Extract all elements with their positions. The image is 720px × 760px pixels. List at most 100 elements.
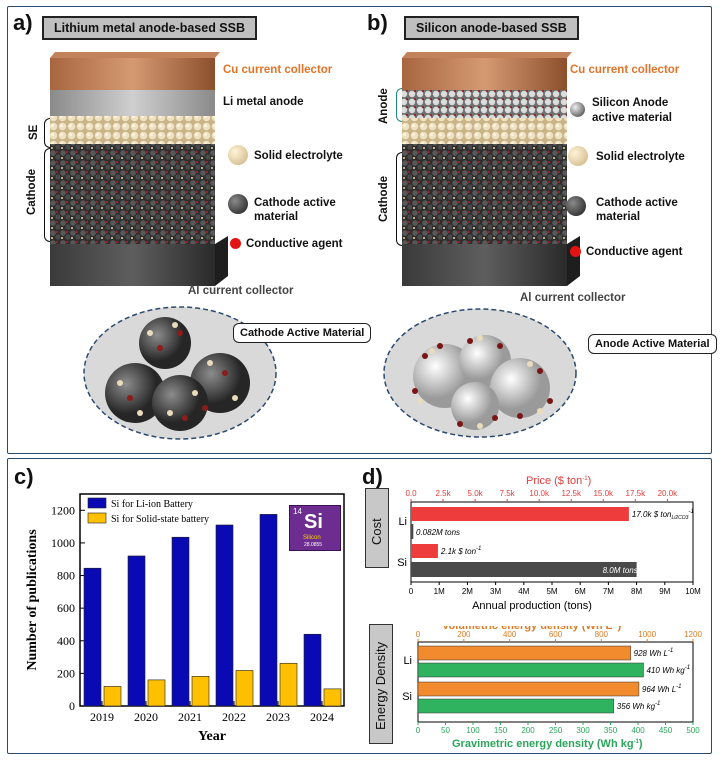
category-label-Si: Si [402,691,412,703]
top-tick-label: 2.5k [435,489,451,498]
bottom-tick-label: 10M [685,587,701,596]
cathode-bracket-b-label: Cathode [378,176,390,222]
silicon-cell-stack-illustration [402,52,580,286]
category-label-Si: Si [397,557,407,569]
x-axis-label: Year [198,729,226,744]
production-bar-label-Si: 8.0M tons [603,566,638,575]
y-tick-label: 0 [69,699,75,713]
category-label-Li: Li [398,516,407,528]
cathode-active-label-b-2: material [596,211,641,223]
bottom-tick-label: 100 [466,726,480,735]
energy-label-box [369,624,393,744]
gravimetric-bar-Si [417,698,615,714]
al-collector-label: Al current collector [188,285,294,297]
energy-label: Energy Density [373,641,388,730]
element-name: Silicon [303,535,321,541]
top-tick-label: 200 [457,630,471,639]
bar-li-ion-2019 [83,567,102,707]
cu-collector-label-b: Cu current collector [570,64,680,76]
solid-electrolyte-label-b: Solid electrolyte [596,151,685,163]
bottom-tick-label: 0 [409,587,414,596]
y-tick-label: 800 [57,569,75,583]
anode-bracket-label: Anode [378,88,390,124]
bar-solid-state-2019 [103,686,122,707]
bar-li-ion-2021 [171,536,190,707]
bar-solid-state-2021 [191,676,210,707]
bottom-tick-label: 8M [631,587,642,596]
price-bar-label-Li: 17.0k $ tonLi2CO3-1 [632,509,694,521]
element-number: 14 [293,507,302,516]
silicon-anode-label-2: active material [592,112,672,124]
production-bar-Li [411,524,414,539]
bar-solid-state-2024 [323,688,342,707]
top-axis-label: Volumetric energy density (Wh L-1) [442,626,622,632]
volumetric-bar-Si [417,681,640,697]
conductive-agent-label: Conductive agent [246,238,343,250]
bottom-tick-label: 2M [462,587,473,596]
silicon-element-tile: 14 Si Silicon 28.0855 [289,505,341,551]
element-symbol: Si [304,511,323,533]
legend-swatch [87,497,107,509]
top-tick-label: 400 [503,630,517,639]
price-bar-Li [411,507,629,521]
plot-frame [79,493,345,707]
bottom-tick-label: 9M [659,587,670,596]
gravimetric-bar-Li [417,662,644,678]
panel-d-letter: d) [362,464,383,489]
top-tick-label: 20.0k [658,489,679,498]
legend-label: Si for Li-ion Battery [111,499,193,510]
panel-a-title: Lithium metal anode-based SSB [42,16,258,40]
gravimetric-bar-label-Si: 356 Wh kg-1 [617,701,661,711]
top-tick-label: 1000 [638,630,656,639]
bottom-tick-label: 250 [549,726,563,735]
conductive-agent-icon [230,238,241,249]
cathode-active-label-1: Cathode active [254,197,336,209]
cathode-bracket [44,148,50,242]
bottom-tick-label: 0 [416,726,421,735]
price-bar-Si [411,544,438,558]
element-mass: 28.0855 [304,542,323,548]
bottom-tick-label: 7M [603,587,614,596]
top-tick-label: 1200 [684,630,702,639]
y-tick-label: 400 [57,634,75,648]
gravimetric-bar-label-Li: 410 Wh kg-1 [647,665,691,675]
top-tick-label: 0 [416,630,421,639]
volumetric-bar-label-Li: 928 Wh L-1 [634,648,674,658]
bottom-tick-label: 200 [521,726,535,735]
se-bracket-label: SE [28,124,40,140]
bottom-tick-label: 450 [659,726,673,735]
legend-swatch [87,512,107,524]
bar-solid-state-2022 [235,670,254,707]
bottom-tick-label: 400 [631,726,645,735]
anode-active-material-box: Anode Active Material [588,334,717,354]
bottom-axis-label: Gravimetric energy density (Wh kg-1) [452,738,643,750]
legend-label: Si for Solid-state battery [111,514,209,525]
top-axis-label: Price ($ ton-1) [526,475,591,487]
bottom-tick-label: 500 [686,726,700,735]
y-tick-label: 600 [57,601,75,615]
top-tick-label: 7.5k [500,489,516,498]
y-tick-label: 200 [57,666,75,680]
silicon-anode-label-1: Silicon Anode [592,97,669,109]
conductive-agent-icon-b [570,246,581,257]
bar-li-ion-2022 [215,524,234,707]
al-collector-label-b: Al current collector [520,292,626,304]
bottom-tick-label: 300 [576,726,590,735]
bar-li-ion-2020 [127,555,146,707]
top-tick-label: 5.0k [468,489,484,498]
y-tick-label: 1200 [51,503,75,517]
bottom-tick-label: 4M [518,587,529,596]
top-tick-label: 10.0k [529,489,550,498]
cu-collector-label: Cu current collector [223,64,333,76]
panel-a-letter: a) [13,10,33,35]
category-label-Li: Li [403,655,412,667]
top-tick-label: 600 [549,630,563,639]
cost-label-box [365,488,389,568]
bar-solid-state-2020 [147,679,166,707]
top-tick-label: 15.0k [593,489,614,498]
bar-li-ion-2024 [303,633,322,707]
li-anode-label: Li metal anode [223,96,304,108]
cathode-bracket-label: Cathode [26,169,38,215]
x-tick-label: 2024 [310,710,334,724]
